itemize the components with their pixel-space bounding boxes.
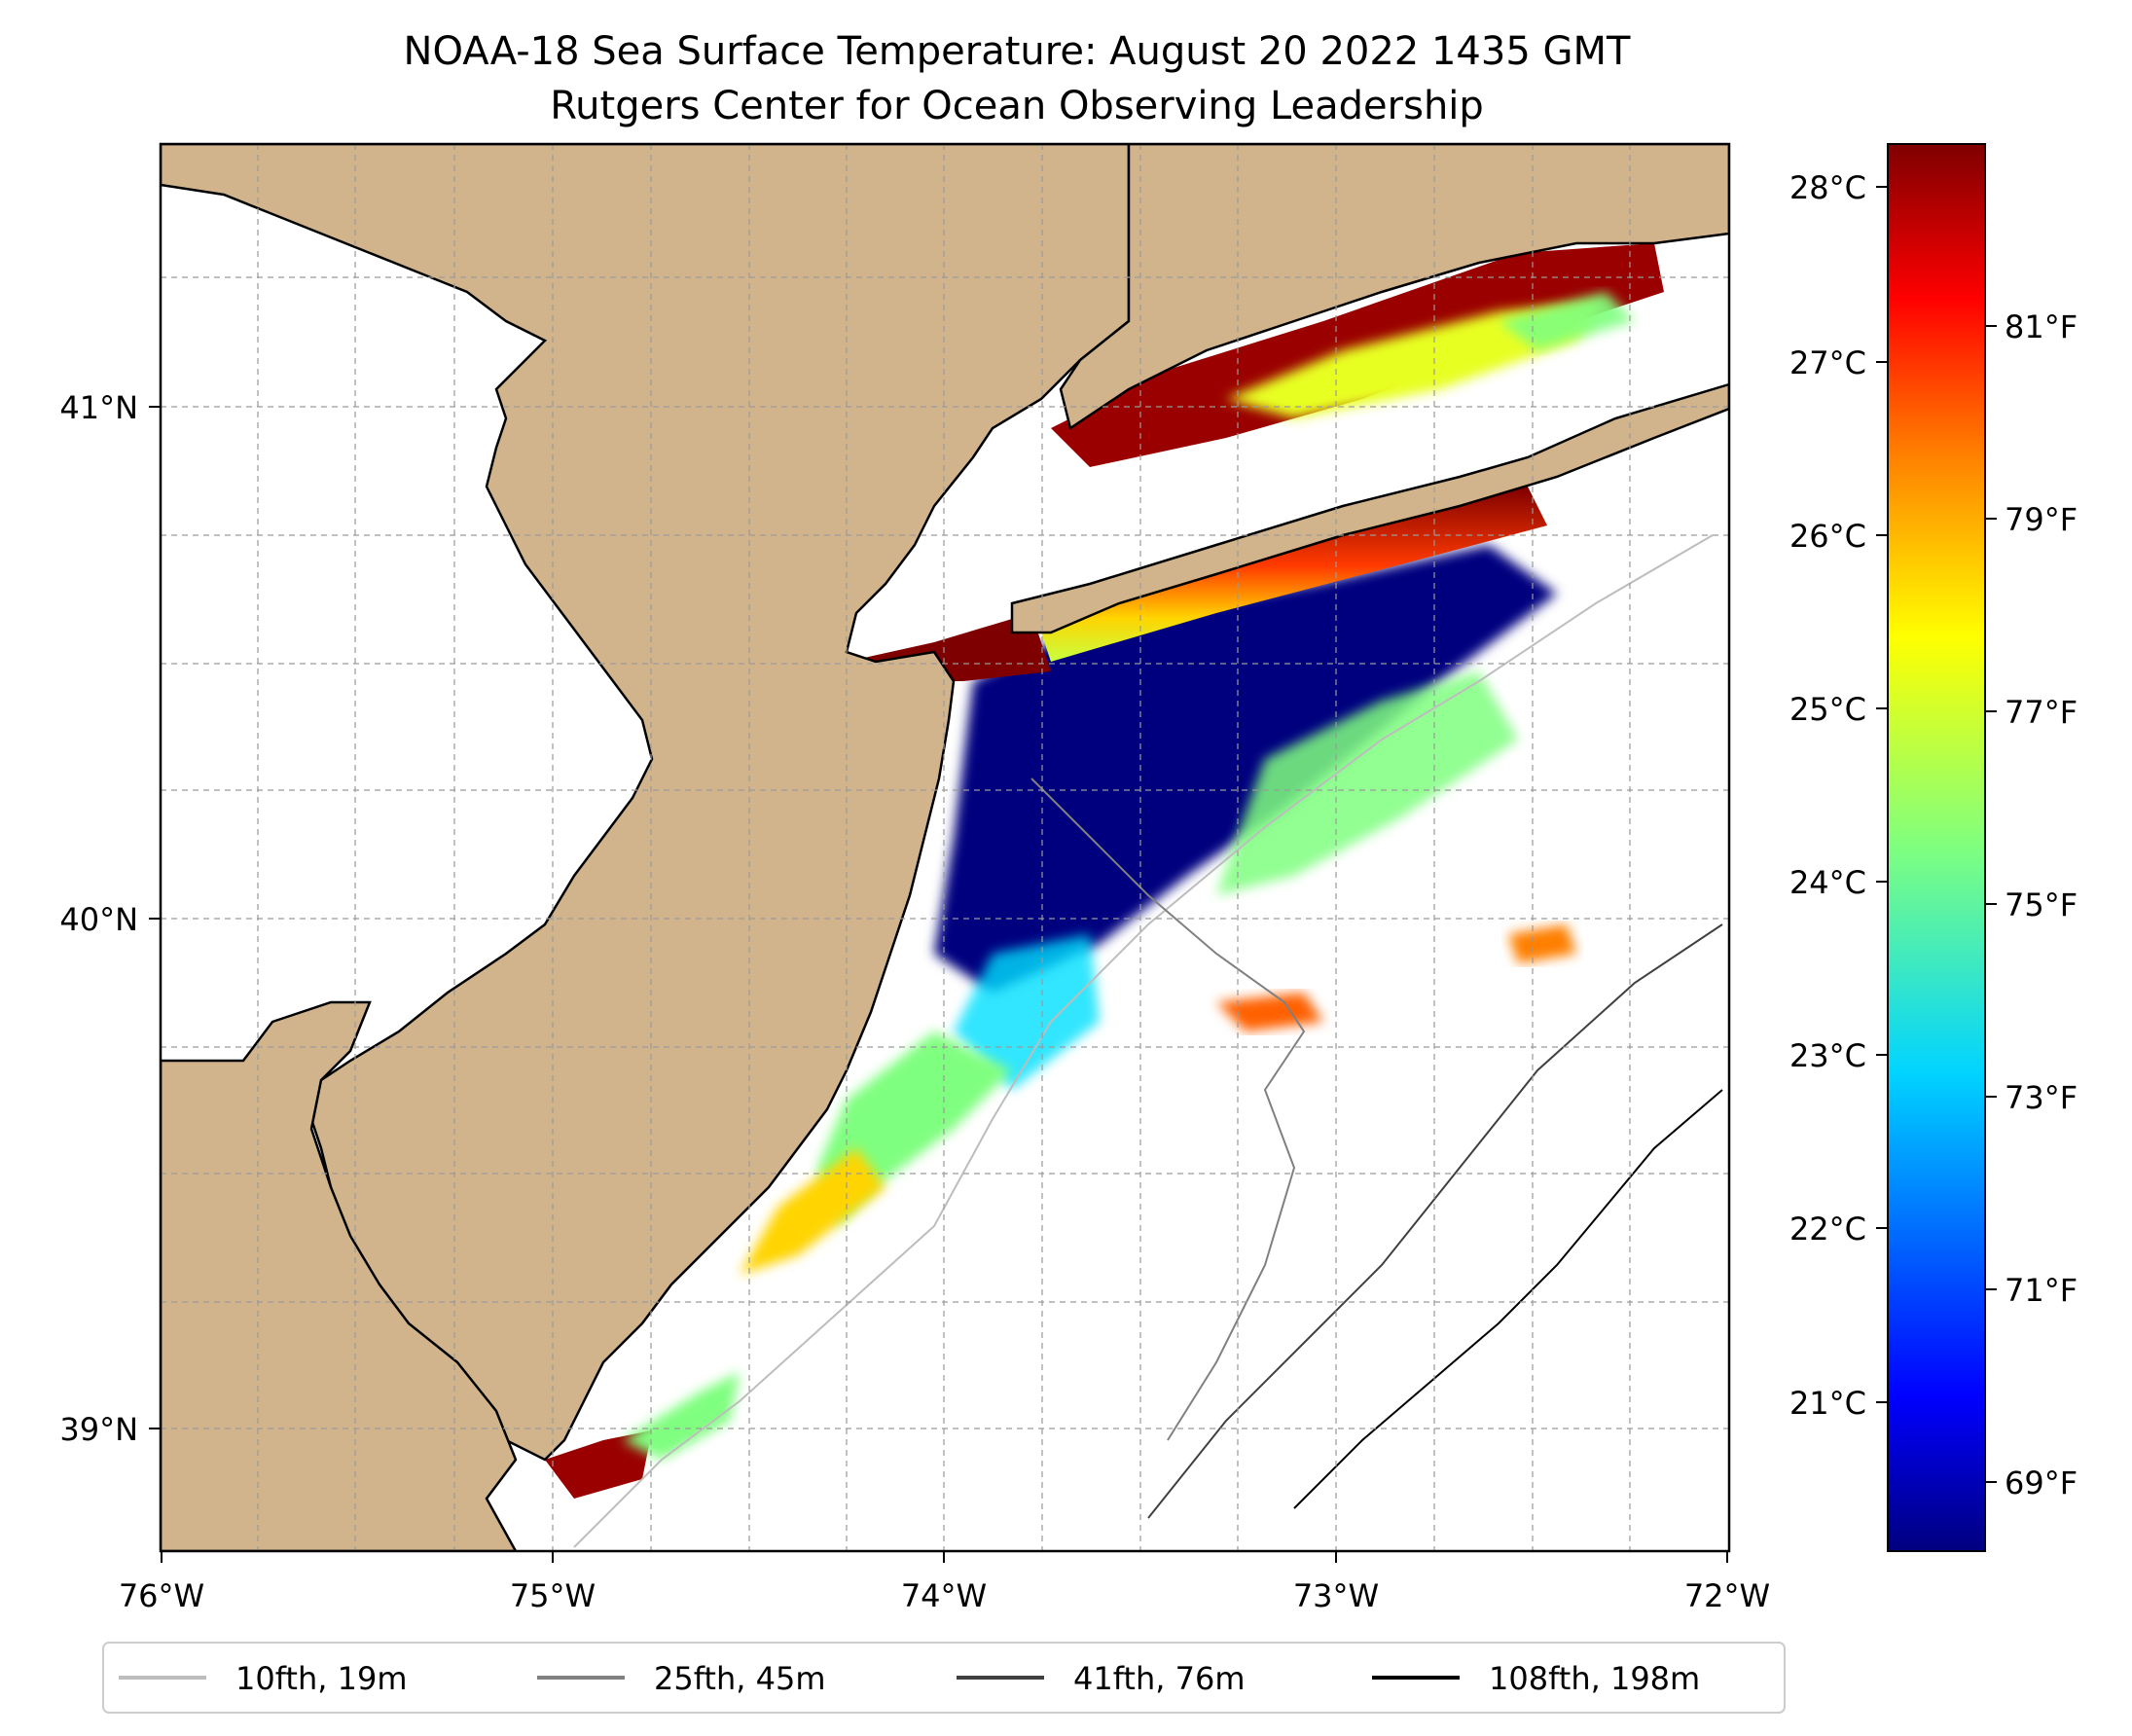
colorbar-fahrenheit-tick: 73°F <box>2005 1079 2078 1116</box>
bathymetry-contours <box>573 534 1723 1548</box>
colorbar-celsius-tick: 25°C <box>1789 691 1866 728</box>
colorbar-fahrenheit-tick: 81°F <box>2005 308 2078 345</box>
land-long-island <box>1010 382 1729 634</box>
sst-coastal-strip <box>740 1148 885 1275</box>
colorbar-celsius-tick: 24°C <box>1789 864 1866 901</box>
legend-label: 108fth, 198m <box>1489 1660 1700 1697</box>
y-tick-label: 41°N <box>59 389 138 426</box>
colorbar-fahrenheit-tick: 71°F <box>2005 1272 2078 1309</box>
x-tick-label: 75°W <box>510 1577 596 1614</box>
colorbar-celsius-tick: 26°C <box>1789 518 1866 555</box>
colorbar-celsius-tick: 23°C <box>1789 1037 1866 1074</box>
colorbar-fahrenheit-tick: 77°F <box>2005 694 2078 731</box>
legend: 10fth, 19m 25fth, 45m 41fth, 76m 108fth,… <box>102 1642 1786 1714</box>
x-tick-label: 76°W <box>119 1577 204 1614</box>
sst-cape-may-green <box>623 1372 740 1460</box>
map-title-line2: Rutgers Center for Ocean Observing Leade… <box>550 84 1484 128</box>
land-layer <box>161 144 1729 1551</box>
sst-lis-green <box>1499 292 1635 350</box>
legend-label: 25fth, 45m <box>654 1660 825 1697</box>
colorbar-fahrenheit-tick: 75°F <box>2005 886 2078 923</box>
x-tick-label: 72°W <box>1684 1577 1770 1614</box>
x-tick-label: 74°W <box>901 1577 987 1614</box>
map-title-line1: NOAA-18 Sea Surface Temperature: August … <box>404 29 1631 74</box>
land-new-england <box>1059 144 1729 431</box>
gridlines <box>161 144 1729 1551</box>
x-tick-label: 73°W <box>1293 1577 1379 1614</box>
sst-cape-may-warm <box>545 1430 652 1499</box>
map-axes <box>149 406 1728 1563</box>
sst-offshore-patch-2 <box>1508 924 1576 963</box>
contour-41fth <box>1147 923 1723 1519</box>
sst-long-island-warm-band <box>1031 487 1547 662</box>
colorbar-celsius-tick: 27°C <box>1789 344 1866 381</box>
sst-lis-yellow <box>1226 302 1606 418</box>
contour-108fth <box>1293 1089 1723 1509</box>
colorbar-celsius-tick: 22°C <box>1789 1211 1866 1248</box>
sst-cold-core <box>934 545 1557 993</box>
y-tick-label: 39°N <box>59 1411 138 1448</box>
sst-cyan-patches <box>954 934 1100 1090</box>
y-tick-label: 40°N <box>59 901 138 938</box>
colorbar-celsius-tick: 21°C <box>1789 1385 1866 1422</box>
sst-mid-band <box>1216 671 1518 895</box>
contour-10fth <box>573 534 1714 1548</box>
legend-label: 10fth, 19m <box>235 1660 407 1697</box>
sst-data-layer <box>389 243 1664 1499</box>
colorbar-gradient <box>1887 143 1986 1552</box>
legend-box <box>102 1642 1786 1714</box>
colorbar-celsius-tick: 28°C <box>1789 169 1866 206</box>
contour-25fth <box>1030 778 1306 1441</box>
colorbar-fahrenheit-tick: 69°F <box>2005 1465 2078 1501</box>
legend-label: 41fth, 76m <box>1073 1660 1245 1697</box>
map-panel <box>161 144 1729 1551</box>
land-delmarva <box>161 1000 518 1551</box>
colorbar: 28°C 27°C 26°C 25°C 24°C 23°C 22°C 21°C … <box>1789 143 2078 1552</box>
colorbar-fahrenheit-tick: 79°F <box>2005 501 2078 538</box>
